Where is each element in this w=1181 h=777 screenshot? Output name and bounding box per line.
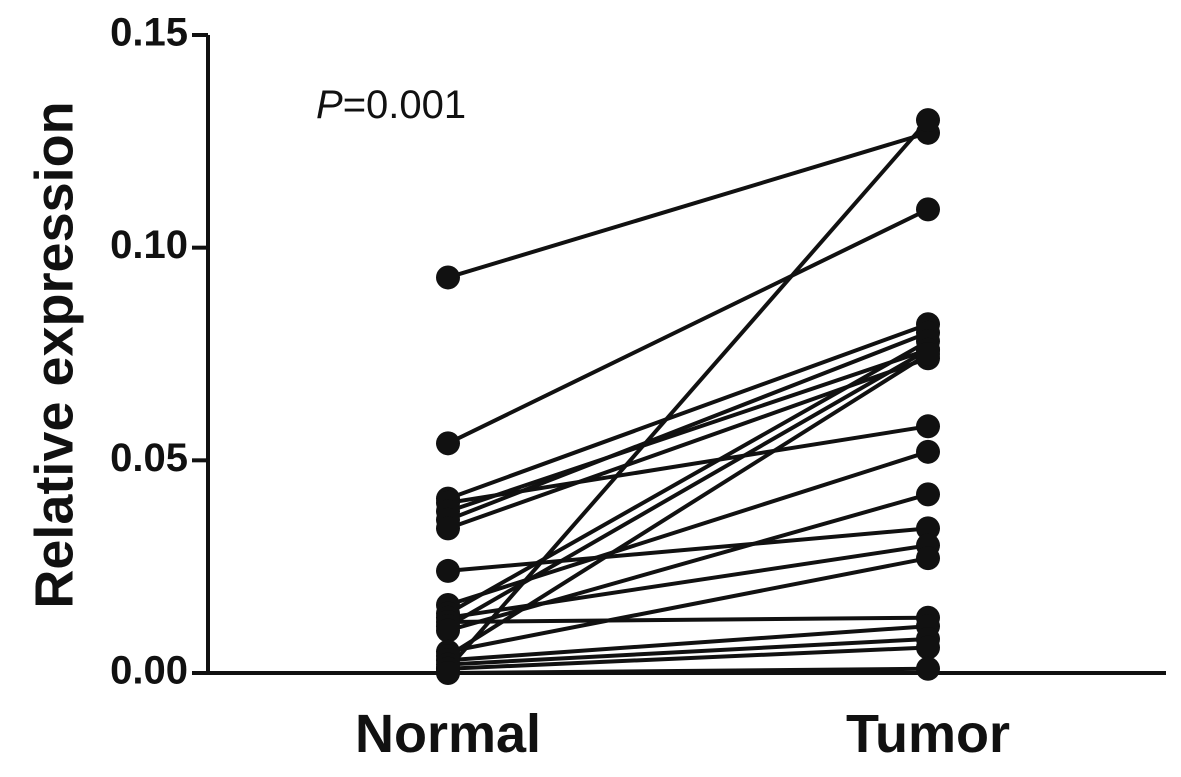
normal-point-8 (436, 558, 460, 583)
tumor-point-15 (916, 546, 940, 571)
pair-line-18 (447, 636, 929, 667)
tumor-point-19 (916, 635, 940, 660)
tumor-point-4 (916, 414, 940, 439)
y-tick-label-2: 0.10 (110, 223, 188, 267)
pair-line-19 (447, 645, 929, 671)
y-tick-label-3: 0.15 (110, 11, 188, 55)
pair-line-5 (447, 347, 929, 514)
pair-line-6 (447, 330, 929, 522)
y-tick-label-1: 0.05 (110, 436, 188, 480)
data-points (436, 108, 940, 685)
tumor-point-21 (916, 656, 940, 681)
pair-line-2 (447, 207, 929, 446)
pair-line-20 (446, 118, 930, 671)
p-value-symbol: P (316, 83, 343, 127)
tumor-point-14 (916, 482, 940, 507)
x-categories: Normal Tumor (355, 704, 1010, 764)
tumor-point-2 (916, 197, 940, 222)
normal-point-14 (436, 618, 460, 643)
tumor-point-20 (916, 108, 940, 133)
axes (206, 35, 1166, 675)
pair-line-15 (447, 556, 929, 654)
normal-point-1 (436, 265, 460, 290)
normal-point-21 (436, 661, 460, 685)
pair-line-10 (447, 339, 929, 616)
y-tick-label-0: 0.00 (110, 649, 188, 693)
pair-line-17 (447, 624, 929, 663)
tumor-point-16 (916, 342, 940, 366)
pair-line-1 (447, 130, 929, 280)
x-category-label-tumor: Tumor (846, 704, 1010, 764)
y-axis-title: Relative expression (24, 101, 84, 608)
y-ticks: 0.00 0.05 0.10 0.15 (110, 11, 208, 693)
pair-line-21 (447, 666, 929, 675)
normal-point-7 (436, 516, 460, 541)
pair-line-12 (447, 615, 929, 624)
pair-line-16 (446, 352, 930, 658)
x-category-label-normal: Normal (355, 704, 541, 764)
paired-lines (446, 118, 930, 675)
p-value-text: =0.001 (343, 83, 466, 127)
tumor-point-9 (916, 439, 940, 464)
pair-line-3 (447, 322, 929, 501)
normal-point-2 (436, 431, 460, 456)
p-value-annotation: P=0.001 (316, 83, 466, 127)
pair-line-8 (447, 526, 929, 573)
tumor-point-8 (916, 516, 940, 541)
